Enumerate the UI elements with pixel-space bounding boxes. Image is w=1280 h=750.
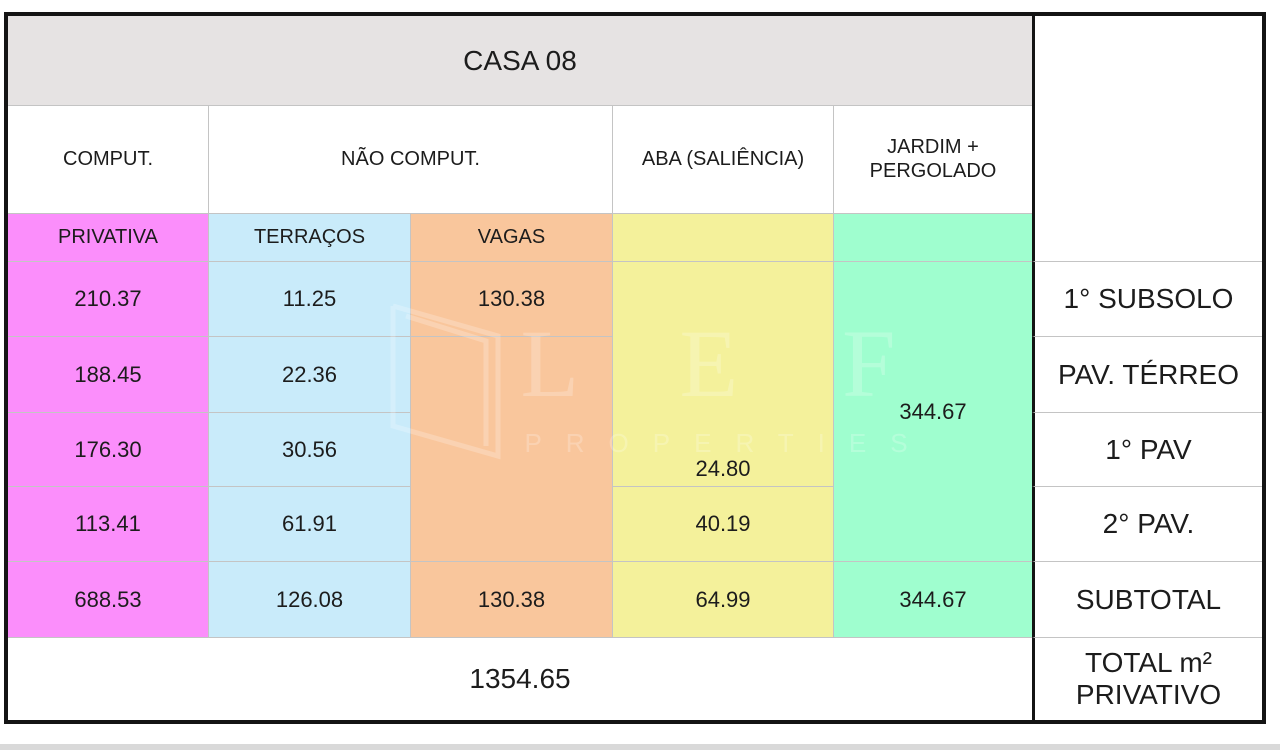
header-comput: COMPUT. (8, 106, 209, 214)
bottom-rule (0, 744, 1280, 750)
subtotal-privativa: 688.53 (8, 562, 209, 638)
terracos-1-pav: 30.56 (209, 413, 411, 487)
subtotal-terracos: 126.08 (209, 562, 411, 638)
terracos-pav-terreo: 22.36 (209, 337, 411, 413)
total-value: 1354.65 (8, 638, 1032, 720)
table-title: CASA 08 (8, 16, 1032, 106)
floor-label-1-pav: 1° PAV (1032, 413, 1262, 487)
privativa-2-pav: 113.41 (8, 487, 209, 562)
subtotal-jardim: 344.67 (834, 562, 1032, 638)
aba-cell-1-pav: 24.80 (613, 413, 834, 487)
floor-label-blank (1032, 16, 1262, 262)
aba-header-fill (613, 214, 834, 262)
floor-label-pav-terreo: PAV. TÉRREO (1032, 337, 1262, 413)
header-jardim: JARDIM + PERGOLADO (834, 106, 1032, 214)
area-table: CASA 08 COMPUT. NÃO COMPUT. ABA (SALIÊNC… (4, 12, 1266, 724)
subheader-vagas: VAGAS (411, 214, 613, 262)
floor-label-2-pav: 2° PAV. (1032, 487, 1262, 562)
terracos-2-pav: 61.91 (209, 487, 411, 562)
jardim-header-fill (834, 214, 1032, 262)
privativa-1-pav: 176.30 (8, 413, 209, 487)
aba-cell-upper (613, 262, 834, 413)
total-label-line-2: PRIVATIVO (1075, 679, 1222, 710)
privativa-1-subsolo: 210.37 (8, 262, 209, 337)
header-nao-comput: NÃO COMPUT. (209, 106, 613, 214)
header-aba: ABA (SALIÊNCIA) (613, 106, 834, 214)
floor-label-subtotal: SUBTOTAL (1032, 562, 1262, 638)
terracos-1-subsolo: 11.25 (209, 262, 411, 337)
subheader-privativa: PRIVATIVA (8, 214, 209, 262)
subheader-terracos: TERRAÇOS (209, 214, 411, 262)
vagas-1-subsolo: 130.38 (411, 262, 613, 337)
privativa-pav-terreo: 188.45 (8, 337, 209, 413)
aba-cell-2-pav: 40.19 (613, 487, 834, 562)
vagas-merged-empty (411, 337, 613, 562)
total-label: TOTAL m² PRIVATIVO (1032, 638, 1262, 720)
jardim-cell-merged: 344.67 (834, 262, 1032, 562)
subtotal-vagas: 130.38 (411, 562, 613, 638)
subtotal-aba: 64.99 (613, 562, 834, 638)
floor-label-1-subsolo: 1° SUBSOLO (1032, 262, 1262, 337)
area-grid: CASA 08 COMPUT. NÃO COMPUT. ABA (SALIÊNC… (8, 16, 1262, 720)
total-label-line-1: TOTAL m² (1084, 646, 1213, 678)
